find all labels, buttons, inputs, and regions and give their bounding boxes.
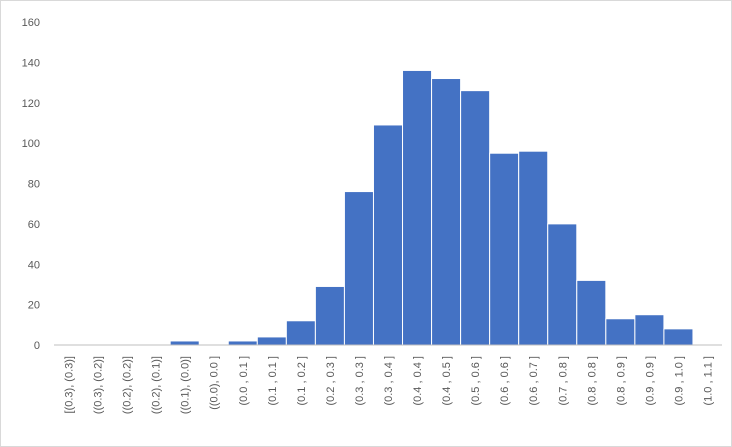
x-tick-label: (0.4 , 0.4 ] — [412, 356, 424, 406]
bar — [489, 152, 520, 346]
bar — [285, 320, 316, 346]
x-tick-label: ((0.2), (0.2)] — [122, 356, 134, 414]
x-tick-label: (0.3 , 0.4 ] — [383, 356, 395, 406]
x-tick-label: (0.9 , 1.0 ] — [673, 356, 685, 406]
x-tick-label: (0.1 , 0.1 ] — [267, 356, 279, 406]
y-tick-label: 160 — [22, 17, 40, 29]
bar — [372, 124, 404, 346]
y-tick-label: 80 — [28, 179, 40, 191]
bar — [256, 336, 287, 346]
x-tick-label: (0.3 , 0.3 ] — [354, 356, 366, 406]
x-tick-label: (1.0 , 1.1 ] — [702, 356, 714, 406]
x-tick-label: ((0.0), 0.0 ] — [209, 356, 221, 410]
x-tick-label: (0.4 , 0.5 ] — [441, 356, 453, 406]
bar — [169, 340, 200, 346]
bar — [343, 191, 374, 346]
x-tick-label: ((0.3), (0.2)] — [93, 356, 105, 414]
bar — [576, 279, 607, 346]
y-tick-label: 40 — [28, 259, 40, 271]
x-tick-label: (0.6 , 0.6 ] — [499, 356, 511, 406]
x-tick-label: (0.0 , 0.1 ] — [238, 356, 250, 406]
bar — [547, 223, 578, 346]
x-tick-label: (0.5 , 0.6 ] — [470, 356, 482, 406]
bar — [314, 285, 345, 346]
y-tick-label: 100 — [22, 138, 40, 150]
bar — [518, 150, 549, 346]
y-tick-label: 140 — [22, 57, 40, 69]
x-tick-label: (0.7 , 0.8 ] — [557, 356, 569, 406]
x-tick-label: ((0.1), (0.0)] — [180, 356, 192, 414]
x-tick-label: (0.8 , 0.8 ] — [586, 356, 598, 406]
y-tick-label: 120 — [22, 98, 40, 110]
x-tick-label: (0.8 , 0.9 ] — [615, 356, 627, 406]
bar — [605, 318, 636, 346]
bar — [663, 328, 694, 346]
x-tick-label: (0.2 , 0.3 ] — [325, 356, 337, 406]
bar — [431, 78, 462, 346]
y-tick-label: 20 — [28, 300, 40, 312]
y-tick-label: 60 — [28, 219, 40, 231]
x-tick-label: (0.1 , 0.2 ] — [296, 356, 308, 406]
x-tick-label: (0.9 , 0.9 ] — [644, 356, 656, 406]
x-tick-label: (0.6 , 0.7 ] — [528, 356, 540, 406]
bar — [402, 69, 433, 346]
bar — [460, 90, 491, 346]
x-tick-label: [(0.3), (0.3)] — [64, 356, 76, 413]
y-tick-label: 0 — [34, 340, 40, 352]
bar — [634, 314, 665, 346]
bar — [227, 340, 258, 346]
x-tick-label: ((0.2), (0.1)] — [151, 356, 163, 414]
